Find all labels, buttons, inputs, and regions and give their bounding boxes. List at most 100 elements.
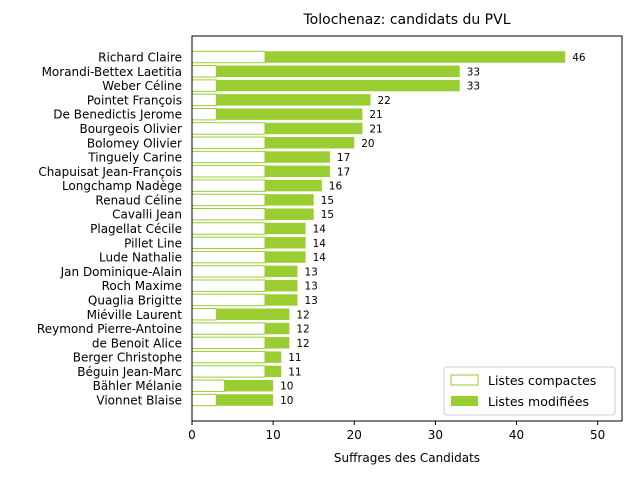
- bar-modified: [224, 379, 274, 392]
- bar-modified: [265, 265, 298, 278]
- bar-modified: [216, 65, 460, 78]
- bar-modified: [216, 108, 363, 120]
- bar-compact: [191, 236, 266, 250]
- bar-compact: [191, 293, 266, 307]
- category-label: Roch Maxime: [102, 279, 182, 293]
- bar-compact: [191, 222, 266, 235]
- data-label: 21: [369, 109, 382, 121]
- bar-compact: [191, 93, 217, 107]
- data-label: 10: [280, 381, 293, 393]
- category-label: Vionnet Blaise: [96, 394, 182, 408]
- bar-modified: [265, 179, 322, 192]
- bar-compact: [191, 308, 217, 321]
- plot-frame: [191, 35, 623, 422]
- category-label: Lude Nathalie: [99, 251, 182, 265]
- category-label: Jan Dominique-Alain: [60, 265, 182, 279]
- bar-modified: [265, 294, 298, 306]
- category-label: Quaglia Brigitte: [88, 293, 182, 307]
- bar-modified: [265, 165, 330, 178]
- bar-compact: [191, 136, 266, 149]
- bar-compact: [191, 265, 266, 278]
- legend-swatch-modified: [451, 396, 478, 406]
- category-label: Miéville Laurent: [87, 308, 183, 322]
- bar-compact: [191, 107, 217, 121]
- bar-compact: [191, 350, 266, 364]
- data-label: 11: [288, 366, 301, 378]
- data-label: 33: [467, 81, 480, 93]
- data-label: 20: [361, 138, 374, 150]
- category-label: Berger Christophe: [73, 351, 182, 365]
- data-label: 12: [296, 309, 309, 321]
- data-label: 15: [321, 209, 334, 221]
- data-label: 12: [296, 324, 309, 336]
- bar-modified: [265, 351, 282, 363]
- x-axis-label: Suffrages des Candidats: [334, 451, 480, 465]
- legend: Listes compactes Listes modifiées: [443, 366, 616, 416]
- bar-modified: [265, 151, 330, 163]
- category-label: de Benoit Alice: [92, 336, 182, 350]
- category-label: Tinguely Carine: [87, 151, 182, 165]
- legend-swatch-compact: [450, 374, 479, 386]
- category-label: Pillet Line: [124, 236, 182, 250]
- bar-modified: [216, 79, 460, 92]
- bar-modified: [265, 194, 314, 206]
- category-label: Bähler Mélanie: [93, 379, 182, 393]
- bar-compact: [191, 193, 266, 207]
- bar-modified: [265, 251, 306, 263]
- bar-modified: [265, 51, 566, 63]
- bar-compact: [191, 207, 266, 221]
- data-label: 15: [321, 195, 334, 207]
- category-label: Renaud Céline: [95, 193, 182, 207]
- bar-modified: [265, 137, 355, 149]
- bar-compact: [191, 50, 266, 64]
- data-label: 12: [296, 338, 309, 350]
- bar-modified: [265, 222, 306, 235]
- data-label: 33: [467, 66, 480, 78]
- data-label: 17: [337, 152, 350, 164]
- legend-label-modified: Listes modifiées: [488, 394, 589, 409]
- bar-modified: [265, 237, 306, 249]
- bar-modified: [216, 394, 274, 406]
- bars-group: [191, 50, 566, 407]
- x-axis: 0 10 20 30 40 50: [188, 421, 605, 442]
- data-label: 13: [304, 281, 317, 293]
- category-label: Weber Céline: [102, 79, 182, 93]
- category-label: De Benedictis Jerome: [53, 108, 182, 122]
- chart-title: Tolochenaz: candidats du PVL: [303, 12, 511, 28]
- bar-compact: [191, 279, 266, 292]
- x-tick-label: 30: [428, 428, 443, 442]
- bar-compact: [191, 165, 266, 178]
- data-label: 14: [313, 238, 327, 250]
- data-label: 17: [337, 166, 350, 178]
- data-labels: 46 33 33 22 21 21 20 17 17 16 15 15 14 14 14 13 13 13 12 12…: [280, 52, 586, 407]
- bar-compact: [191, 150, 266, 164]
- category-label: Pointet François: [87, 93, 182, 107]
- data-label: 10: [280, 395, 293, 407]
- bar-modified: [265, 365, 282, 378]
- bar-compact: [191, 250, 266, 264]
- bar-compact: [191, 179, 266, 192]
- data-label: 13: [304, 266, 317, 278]
- data-label: 13: [304, 295, 317, 307]
- category-label: Longchamp Nadège: [62, 179, 182, 193]
- category-label: Plagellat Cécile: [90, 222, 182, 236]
- bar-compact: [191, 322, 266, 335]
- x-tick-label: 20: [347, 428, 362, 442]
- data-label: 14: [313, 224, 327, 236]
- legend-label-compact: Listes compactes: [488, 373, 596, 388]
- bar-modified: [265, 122, 363, 135]
- bar-compact: [191, 365, 266, 378]
- bar-modified: [265, 279, 298, 292]
- bar-modified: [265, 337, 290, 349]
- bar-modified: [265, 208, 314, 220]
- category-label: Reymond Pierre-Antoine: [37, 322, 182, 336]
- data-label: 46: [572, 52, 586, 64]
- category-label: Cavalli Jean: [112, 208, 182, 222]
- x-tick-label: 10: [265, 428, 280, 442]
- category-label: Béguin Jean-Marc: [77, 365, 182, 379]
- data-label: 21: [369, 123, 382, 135]
- category-label: Bolomey Olivier: [87, 136, 182, 150]
- category-label: Richard Claire: [98, 51, 182, 65]
